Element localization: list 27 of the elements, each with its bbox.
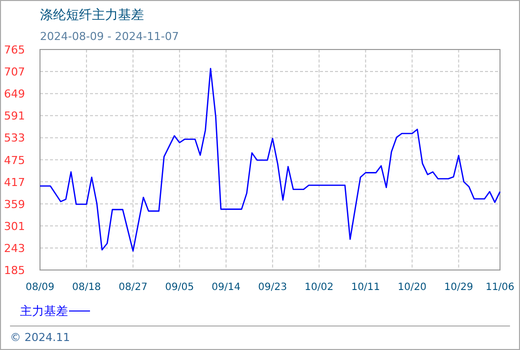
x-tick-label: 10/20	[398, 282, 427, 293]
y-tick-label: 417	[4, 176, 25, 189]
x-tick-label: 10/11	[351, 282, 380, 293]
text: © 2024.11	[10, 331, 70, 344]
y-tick-label: 359	[4, 198, 25, 211]
y-tick-label: 475	[4, 154, 25, 167]
y-tick-label: 649	[4, 88, 25, 101]
line-series	[39, 68, 501, 252]
legend-label: 主力基差	[20, 304, 68, 318]
x-tick-label: 10/02	[304, 282, 334, 293]
x-tick-label: 09/14	[212, 282, 240, 293]
y-tick-label: 185	[4, 264, 25, 277]
y-tick-label: 591	[4, 110, 25, 123]
x-tick-label: 11/06	[486, 282, 514, 293]
y-tick-label: 707	[4, 66, 25, 79]
x-tick-label: 09/23	[258, 282, 287, 293]
chart-subtitle: 2024-08-09 - 2024-11-07	[40, 30, 179, 43]
y-tick-label: 243	[4, 242, 25, 255]
x-tick-label: 08/18	[72, 282, 101, 293]
y-tick-label: 533	[4, 132, 25, 145]
x-tick-label: 10/29	[444, 282, 474, 293]
y-tick-label: 765	[4, 44, 25, 56]
x-tick-label: 09/05	[165, 282, 194, 293]
y-tick-label: 301	[4, 220, 25, 233]
x-tick-label: 08/27	[118, 282, 148, 293]
x-tick-label: 08/09	[26, 282, 54, 293]
chart-title: 涤纶短纤主力基差	[40, 7, 144, 23]
